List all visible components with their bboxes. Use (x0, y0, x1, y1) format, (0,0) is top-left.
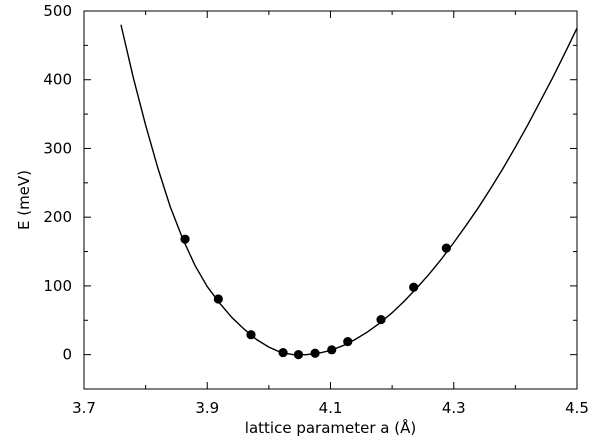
plot-content (120, 24, 578, 360)
x-tick-label: 3.9 (195, 399, 219, 417)
data-point (343, 336, 353, 347)
y-tick-label: 500 (43, 2, 72, 20)
y-tick-label: 200 (43, 208, 72, 226)
y-tick-label: 100 (43, 277, 72, 295)
data-point (409, 282, 419, 292)
x-tick-label: 4.3 (442, 399, 466, 417)
y-tick-label: 400 (43, 71, 72, 89)
x-tick-label: 4.5 (565, 399, 589, 417)
data-point (376, 314, 386, 325)
x-axis-title: lattice parameter a (Å) (245, 418, 416, 437)
x-tick-label: 3.7 (72, 399, 96, 417)
fit-curve (120, 24, 578, 356)
tick-labels: 3.7 3.9 4.1 4.3 4.5 0 100 200 300 400 500 (43, 2, 589, 417)
data-point (180, 234, 190, 244)
data-point (246, 330, 256, 340)
data-point (310, 348, 320, 358)
data-point (441, 243, 451, 253)
data-point (327, 345, 337, 355)
x-tick-label: 4.1 (319, 399, 343, 417)
y-tick-label: 300 (43, 139, 72, 157)
axis-ticks (83, 10, 578, 390)
data-point (293, 350, 304, 360)
y-tick-label: 0 (62, 346, 72, 364)
y-axis-title: E (meV) (15, 170, 33, 230)
data-point (278, 347, 288, 358)
data-point (213, 294, 223, 304)
plot-frame (83, 10, 578, 390)
